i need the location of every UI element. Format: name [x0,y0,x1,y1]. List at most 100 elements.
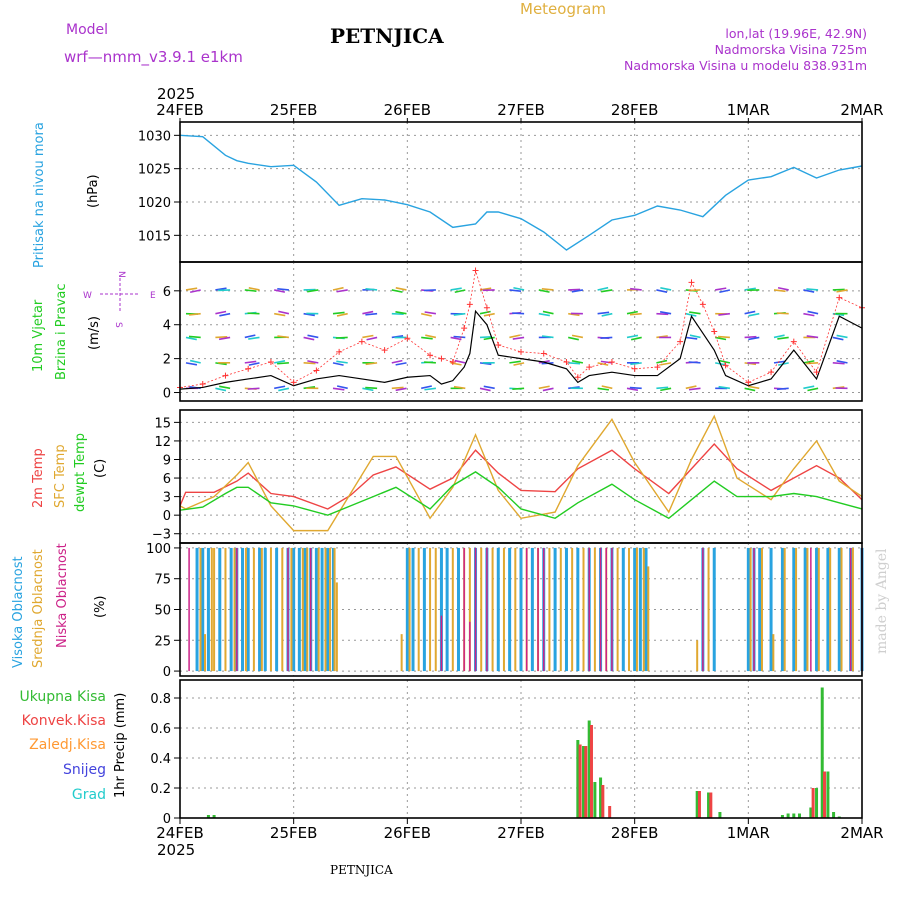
cloud-mid-bar [559,547,562,672]
wind-arrow [278,387,290,392]
cloud-high-bar [320,547,324,672]
cloud-high-bar [837,547,841,672]
wind-arrow [215,310,227,315]
precip-total-bar [815,788,819,818]
wind-arrow [538,289,550,293]
wind-arrow [453,335,466,339]
precip-conv-bar [709,792,713,818]
precip-conv-bar [589,725,593,818]
wind-arrow [421,385,432,390]
wind-arrow [391,359,403,364]
gust-marker [836,294,843,301]
wind-arrow [748,385,760,390]
gust-marker [483,304,490,311]
gust-marker [438,355,445,362]
cloud-mid-bar [224,547,227,672]
compass-west: W [83,291,92,301]
precip-total-bar [809,807,813,818]
wind-arrow [626,334,639,339]
wind-arrow [248,287,260,291]
cloud-low-bar [525,547,528,672]
precip-total-bar [576,740,580,818]
y-tick-label: 0.8 [150,692,171,707]
date-label-bottom: 2MAR [840,824,883,842]
y-tick-label: 50 [154,604,171,619]
wind-gust-line [179,270,863,388]
wind-arrow [453,312,466,316]
cloud-mid-bar [335,582,338,672]
wind-arrow [744,310,756,315]
wind-arrow [629,386,642,390]
wind-arrow [335,336,348,339]
gust-marker [563,359,570,366]
wind-arrow [807,387,819,392]
wind-arrow [391,289,403,293]
date-label-top: 24FEB [156,101,203,119]
wind-arrow [454,289,466,294]
cloud-high-label: Visoka Oblacnost [11,556,26,668]
wind-arrow [803,289,815,293]
precip-total-bar [599,777,603,818]
cloud-mid-bar [772,634,775,672]
wind-arrow [538,385,550,390]
precip-total-bar [832,812,836,818]
temperature-panel: −3 0 3 6 9 12 15 [152,409,863,544]
y-tick-label: 15 [154,416,171,431]
precip-total-bar [707,792,711,818]
wind-arrow [303,362,316,365]
cloud-mid-bar [851,547,854,672]
gust-marker [381,347,388,354]
wind-arrow [277,362,289,365]
cloud-high-bar [405,547,409,672]
wind-arrow [365,386,378,390]
wind-arrow [601,385,613,390]
gust-marker [518,348,524,355]
wind-arrow [719,289,731,294]
wind-arrow [453,385,466,390]
gust-marker [290,379,297,386]
y-tick-label: 2 [163,353,171,368]
y-tick-label: 75 [154,573,171,588]
wind-arrow [806,362,819,365]
gust-marker [768,369,775,376]
wind-arrow [336,312,348,317]
wind-arrow [748,312,760,317]
wind-arrow [656,289,668,293]
wind-arrow [512,387,525,390]
cloud-mid-bar [269,547,272,672]
gust-marker [449,359,456,366]
cloud-high-bar [826,547,830,672]
cloud-mid-bar [642,547,645,672]
year-label-bottom: 2025 [157,841,195,859]
wind-arrow [597,311,610,315]
cloud-low-bar [287,547,289,672]
cloud-panel: 0 25 50 75 100 [146,542,864,680]
cloud-high-bar [218,547,222,672]
y-tick-label: 0.6 [150,722,171,737]
precip-conv-bar [578,744,582,818]
wind-arrow [600,360,613,364]
model-altitude-text: Nadmorska Visina u modelu 838.931m [624,58,867,73]
cloud-mid-bar [204,634,207,672]
cloud-high-bar [303,547,307,672]
wind-arrow [685,312,697,317]
wind-panel: 0 2 4 6 [163,261,865,402]
cloud-mid-bar [210,547,213,672]
cloud-mid-bar [571,547,574,672]
precip-total-bar [792,813,796,818]
y-tick-label: 4 [163,319,171,334]
wind-arrow [395,311,407,315]
precip-total-bar [582,746,586,818]
legend-hail: Grad [72,787,106,803]
cloud-high-bar [195,547,199,672]
cloud-high-bar [201,547,205,672]
gust-marker [790,338,797,345]
cloud-low-bar [810,547,812,672]
gust-marker [574,374,581,381]
cloud-mid-bar [749,547,752,672]
cloud-high-bar [297,547,301,672]
cloud-low-bar [236,547,238,672]
wind-ylabel-2: Brzina i Pravac [54,283,69,380]
cloud-low-bar [474,547,477,672]
cloud-low-bar [486,547,488,672]
